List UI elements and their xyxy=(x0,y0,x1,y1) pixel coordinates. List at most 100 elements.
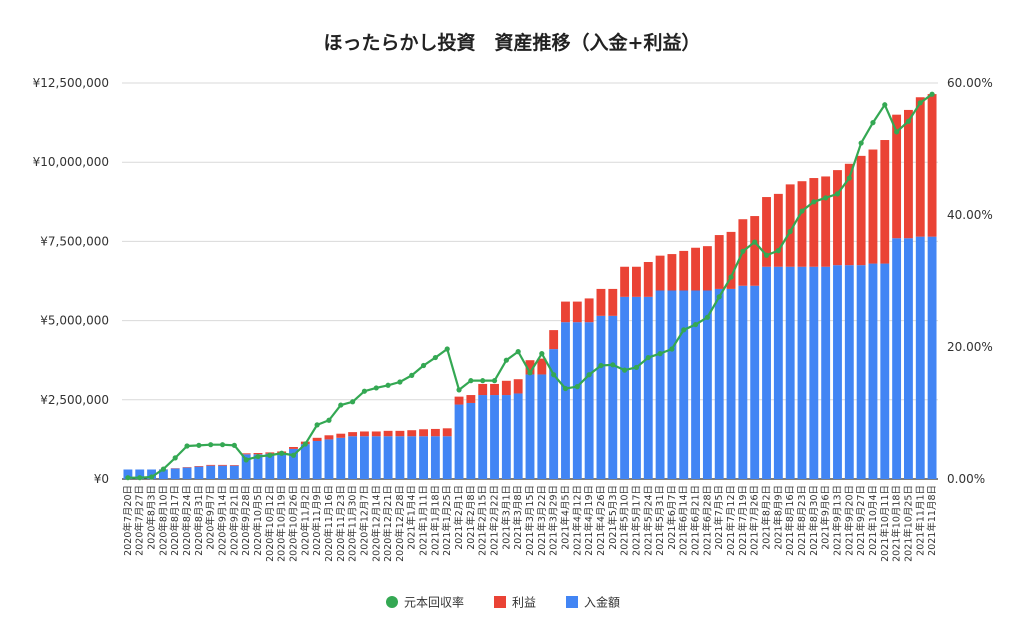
x-tick-label: 2020年8月10日 xyxy=(157,485,169,556)
line-point xyxy=(669,346,675,352)
bar-deposit xyxy=(809,266,819,479)
bar-profit xyxy=(691,247,700,291)
bar-deposit xyxy=(679,290,689,479)
bar-deposit xyxy=(419,436,428,479)
bar-profit xyxy=(904,109,913,239)
line-point xyxy=(586,372,592,378)
x-tick-label: 2020年11月2日 xyxy=(299,485,311,556)
bar-deposit xyxy=(360,436,369,479)
x-tick-label: 2021年3月29日 xyxy=(548,485,560,556)
line-point xyxy=(385,382,391,388)
bar-deposit xyxy=(833,265,842,479)
bar-deposit xyxy=(265,453,275,479)
bar-deposit xyxy=(324,439,334,479)
x-tick-label: 2020年9月21日 xyxy=(228,485,240,556)
bar-profit xyxy=(868,149,878,264)
line-point xyxy=(219,442,226,448)
line-point xyxy=(480,378,486,384)
y-left-tick-label: ¥5,000,000 xyxy=(40,314,109,328)
bar-profit xyxy=(667,254,677,291)
line-point xyxy=(681,327,687,333)
line-point xyxy=(125,475,131,481)
bar-profit xyxy=(702,246,712,291)
x-axis-ticks: 2020年7月20日 2020年7月27日 2020年8月3日 2020年8月10日 2… xyxy=(122,485,938,562)
bar-deposit xyxy=(490,395,499,479)
bar-profit xyxy=(360,431,369,437)
bar-deposit xyxy=(525,374,535,479)
bar-profit xyxy=(561,301,570,323)
bar-profit xyxy=(466,395,476,403)
line-point xyxy=(657,351,663,357)
bar-deposit xyxy=(336,437,346,479)
x-tick-label: 2021年8月2日 xyxy=(761,485,773,550)
bar-profit xyxy=(371,431,381,437)
bar-profit xyxy=(336,433,346,438)
bar-profit xyxy=(312,437,322,441)
bar-deposit xyxy=(773,266,783,479)
line-point xyxy=(882,102,888,108)
x-tick-label: 2020年8月24日 xyxy=(181,485,193,556)
bar-deposit xyxy=(904,238,913,479)
bar-profit xyxy=(714,235,724,289)
line-point xyxy=(645,354,651,361)
bar-deposit xyxy=(667,290,677,479)
bar-profit xyxy=(478,383,488,396)
x-tick-label: 2021年1月11日 xyxy=(418,485,430,556)
bar-profit xyxy=(915,97,925,237)
chart-title: ほったらかし投資 資産推移（入金+利益） xyxy=(324,31,701,54)
bar-profit xyxy=(773,193,783,267)
x-tick-label: 2021年4月26日 xyxy=(595,485,607,556)
bar-deposit xyxy=(750,285,760,479)
bar-profit xyxy=(348,432,358,437)
x-tick-label: 2021年2月22日 xyxy=(489,485,501,556)
x-tick-label: 2021年10月4日 xyxy=(867,485,879,556)
left-axis-ticks: ¥0 ¥2,500,000 ¥5,000,000 ¥7,500,000 ¥10,000,… xyxy=(33,76,109,486)
bar-deposit xyxy=(797,266,807,479)
line-point xyxy=(917,100,923,106)
x-tick-label: 2021年8月9日 xyxy=(772,485,784,550)
line-point xyxy=(633,364,640,371)
line-point xyxy=(503,357,509,363)
line-point xyxy=(338,402,344,408)
line-point xyxy=(456,387,462,393)
x-tick-label: 2020年12月21日 xyxy=(382,485,394,562)
bar-profit xyxy=(655,255,665,291)
x-tick-label: 2020年8月3日 xyxy=(146,485,158,550)
line-point xyxy=(314,422,320,428)
bar-deposit xyxy=(253,454,263,479)
bar-deposit xyxy=(277,453,287,479)
bar-deposit xyxy=(821,266,831,479)
line-series xyxy=(125,91,935,481)
x-tick-label: 2021年5月17日 xyxy=(630,485,642,556)
line-point xyxy=(846,175,852,181)
x-tick-label: 2020年11月9日 xyxy=(311,485,323,556)
line-point xyxy=(740,248,746,254)
legend: 元本回収率 利益 入金額 xyxy=(386,595,620,610)
bar-profit xyxy=(726,231,736,289)
line-point xyxy=(870,120,876,126)
line-point xyxy=(148,474,155,480)
bar-profit xyxy=(927,94,937,237)
x-tick-label: 2021年3月8日 xyxy=(512,485,524,550)
line-point xyxy=(184,443,190,449)
y-right-tick-label: 40.00% xyxy=(947,208,993,222)
x-tick-label: 2020年8月31日 xyxy=(193,485,205,556)
bar-profit xyxy=(608,288,618,316)
bar-deposit xyxy=(241,454,251,479)
bar-deposit xyxy=(572,322,582,479)
bar-profit xyxy=(442,428,452,437)
bar-profit xyxy=(537,358,547,375)
x-tick-label: 2020年12月14日 xyxy=(370,485,382,562)
y-right-tick-label: 60.00% xyxy=(947,76,993,90)
bar-profit xyxy=(241,453,251,455)
bar-deposit xyxy=(194,466,204,479)
bar-deposit xyxy=(738,285,748,479)
x-tick-label: 2021年7月26日 xyxy=(749,485,761,556)
legend-label: 利益 xyxy=(512,596,536,610)
bar-profit xyxy=(572,301,582,323)
x-tick-label: 2021年6月28日 xyxy=(701,485,713,556)
line-point xyxy=(468,378,474,384)
bar-profit xyxy=(324,435,334,440)
bar-deposit xyxy=(856,265,866,479)
y-right-tick-label: 20.00% xyxy=(947,340,993,354)
